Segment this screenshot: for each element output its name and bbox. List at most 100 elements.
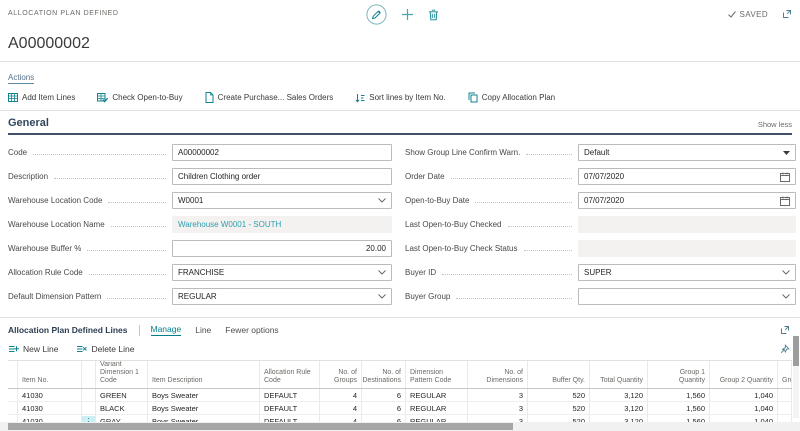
col-buffer-qty[interactable]: Buffer Qty. (528, 361, 590, 388)
total-qty-cell[interactable]: 3,120 (590, 402, 648, 415)
chevron-down-icon[interactable] (782, 294, 790, 299)
create-purchase-sales-orders-button[interactable]: Create Purchase... Sales Orders (205, 92, 334, 103)
warehouse-location-code-dropdown[interactable]: W0001 (172, 192, 392, 209)
delete-icon[interactable] (428, 9, 439, 21)
table-header-row: Item No. Variant Dimension 1 Code Item D… (8, 361, 792, 389)
lines-toolbar: New Line Delete Line (0, 336, 800, 360)
group3-qty-cell[interactable] (778, 389, 792, 402)
groups-cell[interactable]: 4 (320, 389, 362, 402)
field-label: Last Open-to-Buy Check Status (405, 244, 518, 253)
group1-qty-cell[interactable]: 1,560 (648, 389, 710, 402)
new-line-button[interactable]: New Line (8, 344, 58, 354)
variant-code-cell[interactable]: BLACK (96, 402, 148, 415)
pattern-code-cell[interactable]: REGULAR (406, 402, 468, 415)
delete-line-button[interactable]: Delete Line (76, 344, 134, 354)
dimensions-cell[interactable]: 3 (468, 389, 528, 402)
row-selector[interactable] (8, 402, 18, 415)
vertical-scrollbar-thumb[interactable] (793, 336, 799, 366)
col-group1-quantity[interactable]: Group 1 Quantity (648, 361, 710, 388)
copy-allocation-plan-button[interactable]: Copy Allocation Plan (468, 92, 555, 103)
order-date-input[interactable]: 07/07/2020 (578, 168, 796, 185)
show-less-link[interactable]: Show less (758, 120, 792, 129)
chevron-down-icon[interactable] (378, 198, 386, 203)
pattern-code-cell[interactable]: REGULAR (406, 389, 468, 402)
chevron-down-icon[interactable] (378, 270, 386, 275)
action-label: Sort lines by Item No. (369, 93, 445, 102)
col-total-quantity[interactable]: Total Quantity (590, 361, 648, 388)
buffer-qty-cell[interactable]: 520 (528, 402, 590, 415)
actions-menu-tab[interactable]: Actions (8, 73, 34, 84)
item-description-link[interactable]: Boys Sweater (148, 402, 260, 415)
open-to-buy-date-input[interactable]: 07/07/2020 (578, 192, 796, 209)
total-qty-cell[interactable]: 3,120 (590, 389, 648, 402)
lines-popout-icon[interactable] (780, 325, 790, 335)
warehouse-buffer-input[interactable]: 20.00 (172, 240, 392, 257)
col-no-of-groups[interactable]: No. of Groups (320, 361, 362, 388)
group3-qty-cell[interactable] (778, 402, 792, 415)
calendar-icon[interactable] (780, 172, 790, 182)
dimensions-cell[interactable]: 3 (468, 402, 528, 415)
add-item-lines-button[interactable]: Add Item Lines (8, 93, 75, 102)
item-no-cell[interactable]: 41030 (18, 402, 82, 415)
tab-line[interactable]: Line (195, 325, 211, 335)
horizontal-scrollbar-thumb[interactable] (8, 423, 513, 430)
code-input[interactable]: A00000002 (172, 144, 392, 161)
popout-icon[interactable] (782, 9, 792, 19)
rule-code-cell[interactable]: DEFAULT (260, 389, 320, 402)
col-group2-quantity[interactable]: Group 2 Quantity (710, 361, 778, 388)
col-item-no[interactable]: Item No. (18, 361, 82, 388)
row-selector[interactable] (8, 389, 18, 402)
destinations-cell[interactable]: 6 (362, 389, 406, 402)
allocation-plan-page: ALLOCATION PLAN DEFINED SAVED A (0, 0, 800, 431)
tab-fewer-options[interactable]: Fewer options (225, 325, 278, 335)
unpin-icon[interactable] (780, 344, 790, 354)
add-icon[interactable] (401, 8, 414, 21)
col-group3-quantity-clipped[interactable]: Gro (778, 361, 792, 388)
vertical-scrollbar[interactable] (793, 336, 799, 418)
buffer-qty-cell[interactable]: 520 (528, 389, 590, 402)
group2-qty-cell[interactable]: 1,040 (710, 389, 778, 402)
group2-qty-cell[interactable]: 1,040 (710, 402, 778, 415)
default-dimension-pattern-dropdown[interactable]: REGULAR (172, 288, 392, 305)
item-no-cell[interactable]: 41030 (18, 389, 82, 402)
col-no-of-destinations[interactable]: No. of Destinations (362, 361, 406, 388)
rule-code-cell[interactable]: DEFAULT (260, 402, 320, 415)
tab-manage[interactable]: Manage (151, 324, 182, 336)
table-row[interactable]: 41030 BLACK Boys Sweater DEFAULT 4 6 REG… (8, 402, 792, 415)
sort-lines-button[interactable]: Sort lines by Item No. (355, 93, 445, 103)
edit-icon[interactable] (366, 4, 387, 25)
field-order-date: Order Date 07/07/2020 (405, 168, 796, 185)
calendar-icon[interactable] (780, 196, 790, 206)
col-variant-code[interactable]: Variant Dimension 1 Code (96, 361, 148, 388)
buyer-group-dropdown[interactable] (578, 288, 796, 305)
section-rule (8, 133, 792, 135)
chevron-down-icon[interactable] (782, 270, 790, 275)
col-no-of-dimensions[interactable]: No. of Dimensions (468, 361, 528, 388)
horizontal-scrollbar[interactable] (0, 422, 800, 431)
field-default-dimension-pattern: Default Dimension Pattern REGULAR (8, 288, 392, 305)
sort-icon (355, 93, 365, 103)
field-open-to-buy-date: Open-to-Buy Date 07/07/2020 (405, 192, 796, 209)
select-caret-icon[interactable] (783, 151, 790, 155)
show-group-line-confirm-select[interactable]: Default (578, 144, 796, 161)
groups-cell[interactable]: 4 (320, 402, 362, 415)
destinations-cell[interactable]: 6 (362, 402, 406, 415)
allocation-rule-code-dropdown[interactable]: FRANCHISE (172, 264, 392, 281)
check-open-to-buy-button[interactable]: Check Open-to-Buy (97, 93, 182, 103)
field-buyer-id: Buyer ID SUPER (405, 264, 796, 281)
new-line-icon (8, 344, 19, 354)
item-description-link[interactable]: Boys Sweater (148, 389, 260, 402)
field-label: Warehouse Location Name (8, 220, 105, 229)
col-item-description[interactable]: Item Description (148, 361, 260, 388)
variant-code-cell[interactable]: GREEN (96, 389, 148, 402)
field-label: Open-to-Buy Date (405, 196, 469, 205)
description-input[interactable]: Children Clothing order (172, 168, 392, 185)
table-row[interactable]: 41030 GREEN Boys Sweater DEFAULT 4 6 REG… (8, 389, 792, 402)
chevron-down-icon[interactable] (378, 294, 386, 299)
general-section-title[interactable]: General (8, 117, 49, 129)
group1-qty-cell[interactable]: 1,560 (648, 402, 710, 415)
warehouse-location-name-link[interactable]: Warehouse W0001 - SOUTH (172, 216, 392, 233)
col-dimension-pattern-code[interactable]: Dimension Pattern Code (406, 361, 468, 388)
buyer-id-dropdown[interactable]: SUPER (578, 264, 796, 281)
col-allocation-rule-code[interactable]: Allocation Rule Code (260, 361, 320, 388)
